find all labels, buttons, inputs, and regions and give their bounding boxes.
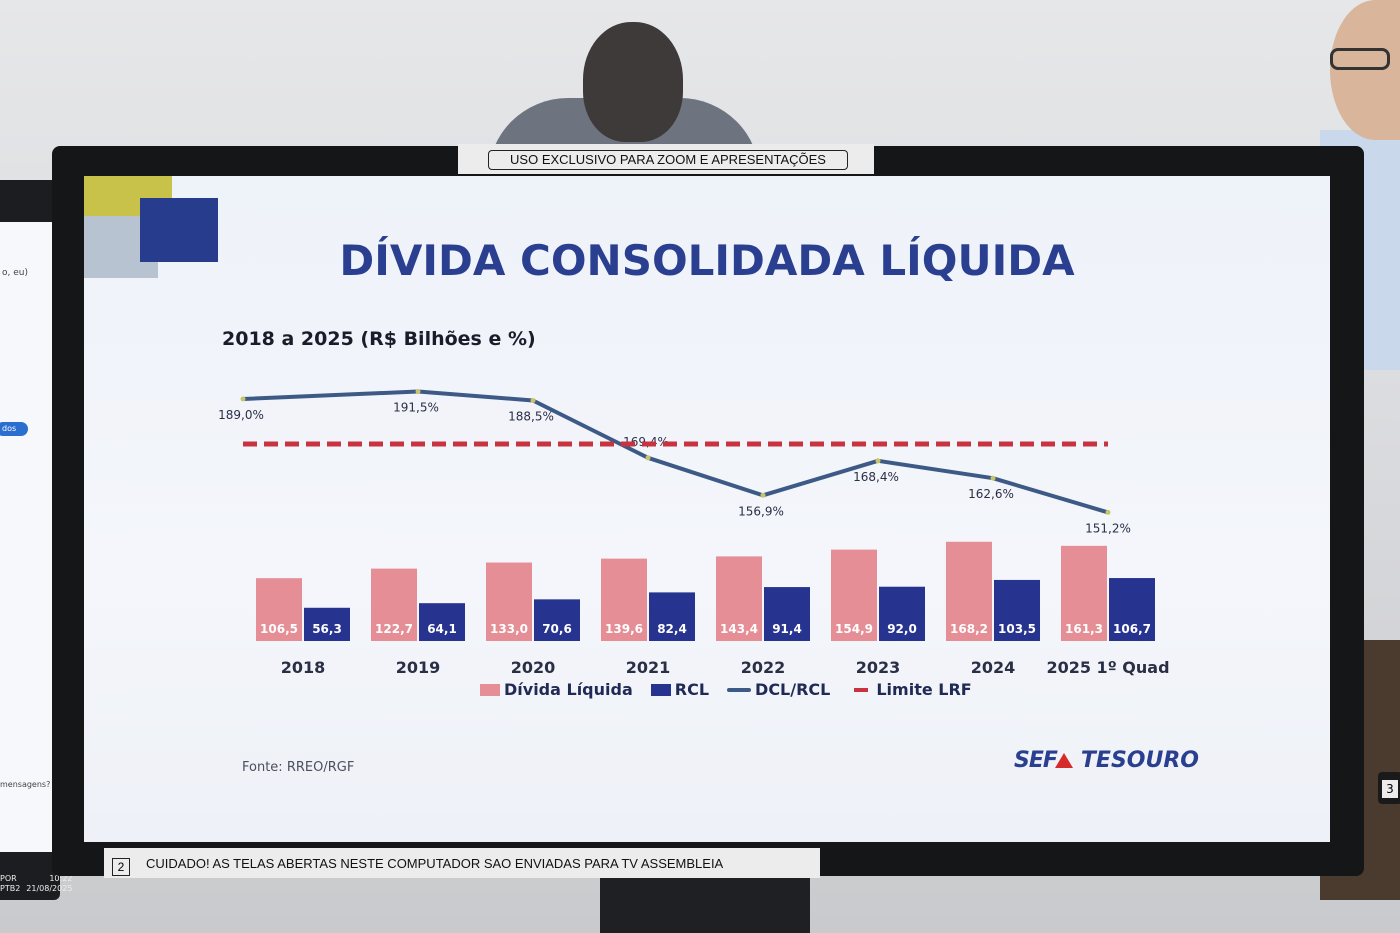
data-label-dcl-rcl-4: 156,9%	[738, 504, 784, 518]
taskbar-clock: POR PTB2 10:22 21/08/2025	[0, 874, 72, 894]
logo-tesouro: TESOURO	[1080, 748, 1199, 773]
legend-item-rcl: RCL	[650, 680, 710, 699]
data-label-rcl-5: 92,0	[887, 622, 917, 636]
data-label-dcl-rcl-0: 189,0%	[218, 408, 264, 422]
bar-rcl-3	[649, 592, 695, 641]
bar-divida-6	[946, 541, 992, 641]
bar-rcl-1	[419, 603, 465, 641]
glasses	[1330, 48, 1390, 70]
left-monitor-text: mensagens?	[0, 780, 51, 789]
data-label-dcl-rcl-6: 162,6%	[968, 487, 1014, 501]
sefa-tesouro-logo: SEF TESOURO	[1014, 748, 1199, 773]
label-tape-top-text: USO EXCLUSIVO PARA ZOOM E APRESENTAÇÕES	[488, 150, 848, 170]
debt-chart: 106,5 56,3 2018 122,7 64,1 2019 133,0 70,6 2020 1…	[218, 389, 1170, 677]
x-tick-label-6: 2024	[971, 658, 1016, 677]
person-head	[583, 22, 683, 142]
slide-subtitle: 2018 a 2025 (R$ Bilhões e %)	[222, 328, 536, 350]
point-dcl-rcl-4	[760, 492, 766, 498]
left-monitor-button[interactable]: dos	[0, 422, 28, 436]
logo-triangle-icon	[1054, 753, 1073, 768]
bar-rcl-0	[304, 607, 350, 641]
data-label-divida-4: 143,4	[720, 622, 758, 636]
clock-date: 21/08/2025	[26, 884, 73, 893]
data-label-divida-5: 154,9	[835, 622, 873, 636]
language-code: POR	[0, 874, 17, 883]
data-label-rcl-1: 64,1	[427, 622, 457, 636]
monitor-stand	[600, 872, 810, 933]
point-dcl-rcl-2	[530, 398, 536, 403]
point-dcl-rcl-1	[415, 389, 421, 394]
bar-rcl-6	[994, 579, 1040, 641]
x-tick-label-3: 2021	[626, 658, 671, 677]
person-right	[1330, 0, 1400, 140]
legend-swatch-divida	[480, 683, 500, 696]
x-tick-label-7: 2025 1º Quad	[1046, 658, 1169, 677]
data-label-divida-7: 161,3	[1065, 622, 1103, 636]
x-tick-label-5: 2023	[856, 658, 901, 677]
point-dcl-rcl-6	[990, 475, 996, 481]
legend-swatch-rcl	[650, 683, 671, 696]
x-tick-label-0: 2018	[281, 658, 326, 677]
monitor-number: 2	[112, 858, 130, 876]
point-dcl-rcl-0	[240, 396, 246, 402]
x-tick-label-2: 2020	[511, 658, 556, 677]
bar-rcl-4	[764, 587, 810, 641]
series-line-dcl-rcl	[242, 389, 1109, 515]
legend-swatch-ratio	[727, 687, 752, 692]
data-label-divida-3: 139,6	[605, 622, 643, 636]
x-tick-label-1: 2019	[396, 658, 441, 677]
bar-rcl-5	[879, 586, 925, 641]
bar-divida-7	[1061, 545, 1107, 641]
label-tape-bottom-text: CUIDADO! AS TELAS ABERTAS NESTE COMPUTAD…	[146, 856, 724, 871]
bar-divida-3	[601, 558, 647, 641]
legend-item-ratio: DCL/RCL	[727, 680, 830, 699]
bar-rcl-7	[1109, 578, 1155, 641]
point-dcl-rcl-5	[875, 458, 881, 464]
source-note: Fonte: RREO/RGF	[242, 760, 355, 775]
bar-divida-4	[716, 556, 762, 641]
legend-label-rcl: RCL	[674, 680, 710, 699]
bar-divida-1	[371, 568, 417, 641]
legend-item-limit: Limite LRF	[848, 680, 972, 699]
bar-rcl-2	[534, 599, 580, 641]
legend-label-limit: Limite LRF	[876, 680, 972, 699]
data-label-divida-0: 106,5	[260, 622, 298, 636]
bar-divida-2	[486, 562, 532, 641]
clock-time: 10:22	[49, 874, 73, 883]
data-label-rcl-3: 82,4	[657, 622, 687, 636]
left-monitor-screen	[0, 222, 58, 852]
data-label-rcl-0: 56,3	[312, 622, 342, 636]
data-label-divida-2: 133,0	[490, 622, 528, 636]
legend-label-divida: Dívida Líquida	[504, 680, 633, 699]
side-monitor-badge: 3	[1378, 772, 1400, 804]
bar-divida-0	[256, 578, 302, 641]
keyboard-layout: PTB2	[0, 884, 21, 893]
data-label-divida-6: 168,2	[950, 622, 988, 636]
left-monitor-text: o, eu)	[2, 268, 28, 278]
presentation-slide: DÍVIDA CONSOLIDADA LÍQUIDA 2018 a 2025 (…	[84, 176, 1330, 842]
data-label-dcl-rcl-7: 151,2%	[1085, 521, 1131, 535]
legend-label-ratio: DCL/RCL	[755, 680, 831, 699]
data-label-dcl-rcl-1: 191,5%	[393, 401, 439, 415]
data-label-dcl-rcl-5: 168,4%	[853, 470, 899, 484]
data-label-rcl-6: 103,5	[998, 622, 1036, 636]
chart-legend: Dívida Líquida RCL DCL/RCL Limite LRF	[480, 680, 990, 699]
slide-title: DÍVIDA CONSOLIDADA LÍQUIDA	[339, 236, 1075, 285]
bar-divida-5	[831, 549, 877, 641]
data-label-rcl-7: 106,7	[1113, 622, 1151, 636]
data-label-dcl-rcl-2: 188,5%	[508, 410, 554, 424]
logo-sefa: SEF	[1014, 748, 1058, 773]
data-label-rcl-2: 70,6	[542, 622, 572, 636]
point-dcl-rcl-3	[645, 455, 651, 461]
label-tape-bottom	[104, 848, 820, 878]
decor-square-blue	[140, 198, 218, 262]
data-label-rcl-4: 91,4	[772, 622, 802, 636]
data-label-divida-1: 122,7	[375, 622, 413, 636]
point-dcl-rcl-7	[1105, 509, 1111, 515]
side-monitor-number: 3	[1382, 780, 1398, 798]
legend-swatch-limit	[854, 687, 869, 692]
x-tick-label-4: 2022	[741, 658, 786, 677]
legend-item-divida: Dívida Líquida	[480, 680, 633, 699]
